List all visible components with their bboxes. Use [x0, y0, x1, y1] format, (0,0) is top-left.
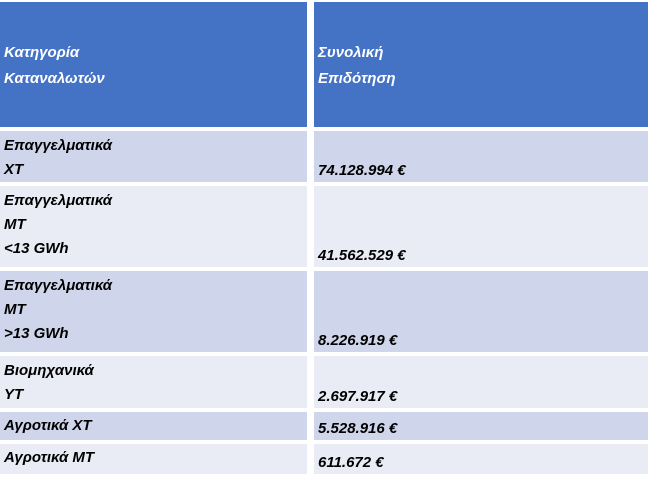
value-text: 74.128.994 €	[318, 162, 406, 179]
category-cell: Επαγγελματικά ΧΤ	[0, 131, 307, 182]
category-line: Αγροτικά ΧΤ	[4, 417, 92, 434]
category-cell: Αγροτικά ΧΤ	[0, 412, 307, 440]
value-text: 5.528.916 €	[318, 420, 398, 437]
table-row: Επαγγελματικά ΜΤ <13 GWh 41.562.529 €	[0, 186, 648, 267]
value-cell: 74.128.994 €	[314, 131, 648, 182]
header-total-line: Επιδότηση	[318, 70, 396, 87]
category-cell: Επαγγελματικά ΜΤ >13 GWh	[0, 271, 307, 352]
category-line: Βιομηχανικά	[4, 362, 94, 379]
header-total-line: Συνολική	[318, 44, 384, 61]
category-line: Αγροτικά ΜΤ	[4, 449, 95, 466]
category-line: Επαγγελματικά	[4, 137, 113, 154]
value-text: 41.562.529 €	[318, 247, 406, 264]
category-line: ΥΤ	[4, 386, 24, 403]
category-cell: Επαγγελματικά ΜΤ <13 GWh	[0, 186, 307, 267]
value-text: 611.672 €	[318, 454, 384, 471]
value-cell: 2.697.917 €	[314, 356, 648, 408]
category-cell: Αγροτικά ΜΤ	[0, 444, 307, 474]
table-row: Επαγγελματικά ΧΤ 74.128.994 €	[0, 131, 648, 182]
value-text: 2.697.917 €	[318, 388, 398, 405]
value-text: 8.226.919 €	[318, 332, 398, 349]
table-row: Αγροτικά ΧΤ 5.528.916 €	[0, 412, 648, 440]
category-line: Επαγγελματικά	[4, 192, 113, 209]
category-line: ΜΤ	[4, 301, 26, 318]
table-header-row: Κατηγορία Καταναλωτών Συνολική Επιδότηση	[0, 2, 648, 127]
header-category: Κατηγορία Καταναλωτών	[0, 2, 307, 127]
category-cell: Βιομηχανικά ΥΤ	[0, 356, 307, 408]
category-line: ΧΤ	[4, 161, 24, 178]
table-row: Βιομηχανικά ΥΤ 2.697.917 €	[0, 356, 648, 408]
category-line: ΜΤ	[4, 216, 26, 233]
table-row: Επαγγελματικά ΜΤ >13 GWh 8.226.919 €	[0, 271, 648, 352]
header-category-line: Καταναλωτών	[4, 70, 105, 87]
category-line: Επαγγελματικά	[4, 277, 113, 294]
category-line: >13 GWh	[4, 325, 69, 342]
value-cell: 611.672 €	[314, 444, 648, 474]
value-cell: 41.562.529 €	[314, 186, 648, 267]
header-category-line: Κατηγορία	[4, 44, 80, 61]
table-row: Αγροτικά ΜΤ 611.672 €	[0, 444, 648, 474]
category-line: <13 GWh	[4, 240, 69, 257]
header-total-subsidy: Συνολική Επιδότηση	[314, 2, 648, 127]
value-cell: 5.528.916 €	[314, 412, 648, 440]
value-cell: 8.226.919 €	[314, 271, 648, 352]
